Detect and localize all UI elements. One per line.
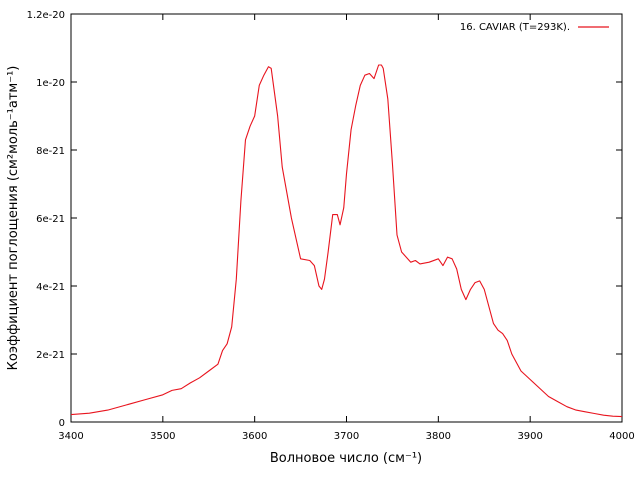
y-tick-label: 4e-21 xyxy=(36,282,65,293)
plot-frame xyxy=(70,13,623,423)
axes xyxy=(70,13,623,423)
y-tick-label: 2e-21 xyxy=(36,350,65,361)
legend-label: 16. CAVIAR (T=293K). xyxy=(460,22,570,33)
y-tick-label: 6e-21 xyxy=(36,214,65,225)
ticks: 3400 3500 3600 3700 3800 3900 4000 0 2e-21 4e-21 6… xyxy=(27,10,635,442)
x-tick-label: 3700 xyxy=(334,431,359,442)
y-axis-label: Коэффициент поглощения (см²моль⁻¹атм⁻¹) xyxy=(6,66,21,371)
x-tick-label: 3500 xyxy=(150,431,175,442)
x-axis-label: Волновое число (см⁻¹) xyxy=(270,451,422,466)
y-tick-label: 8e-21 xyxy=(36,146,65,157)
x-tick-label: 3400 xyxy=(58,431,83,442)
y-tick-label: 0 xyxy=(59,418,65,429)
series-line xyxy=(70,64,623,418)
legend: 16. CAVIAR (T=293K). xyxy=(460,22,609,33)
series xyxy=(70,64,623,418)
y-tick-label: 1.2e-20 xyxy=(27,10,65,21)
x-tick-label: 3800 xyxy=(426,431,451,442)
x-tick-label: 3600 xyxy=(242,431,267,442)
x-tick-label: 3900 xyxy=(517,431,542,442)
y-tick-label: 1e-20 xyxy=(36,78,65,89)
x-tick-label: 4000 xyxy=(609,431,634,442)
